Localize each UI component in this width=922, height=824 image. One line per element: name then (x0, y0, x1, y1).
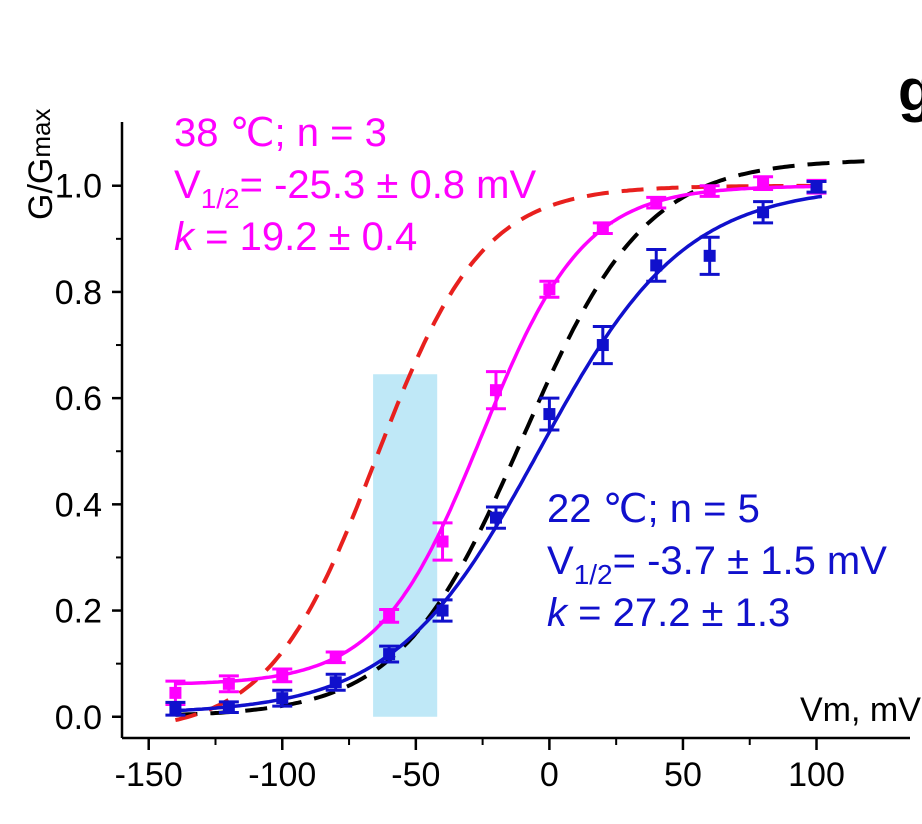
data-point (325, 672, 346, 692)
y-tick-label: 1.0 (55, 168, 102, 206)
data-point (806, 179, 827, 194)
y-tick-label: 0.4 (55, 486, 102, 524)
data-marker (276, 692, 289, 705)
data-marker (329, 651, 342, 664)
data-marker (650, 259, 663, 272)
dashed-curve-1 (174, 183, 822, 723)
data-point (699, 235, 720, 276)
annotation-22c-vhalf-value: = -3.7 ± 1.5 mV (613, 539, 888, 583)
data-point (485, 370, 506, 411)
annotation-38c-k-value: = 19.2 ± 0.4 (194, 215, 417, 259)
x-tick-label: 100 (788, 756, 845, 794)
data-marker (757, 177, 770, 190)
x-tick-label: -150 (115, 756, 183, 794)
data-marker (703, 249, 716, 262)
data-point (753, 200, 774, 225)
data-point (432, 521, 453, 562)
data-marker (596, 222, 609, 235)
data-marker (543, 408, 556, 421)
data-marker (329, 676, 342, 689)
y-tick-label: 0.2 (55, 593, 102, 631)
data-point (432, 598, 453, 623)
annotation-22c-vhalf-main: V (547, 539, 574, 583)
data-marker (650, 196, 663, 209)
data-marker (383, 609, 396, 622)
annotation-38c-line3: k = 19.2 ± 0.4 (174, 215, 417, 259)
data-point (592, 324, 613, 366)
y-axis-title: G/Gmax (22, 109, 60, 220)
data-marker (222, 701, 235, 714)
data-point (539, 279, 560, 299)
annotation-22c-k-symbol: k (547, 591, 569, 635)
data-marker (169, 702, 182, 715)
annotation-38c-line1: 38 ℃; n = 3 (174, 111, 387, 155)
annotation-38c-k-symbol: k (174, 215, 196, 259)
annotation-22c-line2: V1/2= -3.7 ± 1.5 mV (547, 539, 887, 590)
annotation-38c: 38 ℃; n = 3 V1/2= -25.3 ± 0.8 mV k = 19.… (174, 111, 536, 259)
data-marker (703, 185, 716, 198)
y-tick-label: 0.6 (55, 380, 102, 418)
data-marker (436, 535, 449, 548)
annotation-38c-vhalf-main: V (174, 163, 201, 207)
annotation-22c-vhalf-sub: 1/2 (574, 559, 613, 590)
data-point (485, 505, 506, 530)
annotation-38c-vhalf-value: = -25.3 ± 0.8 mV (240, 163, 537, 207)
data-marker (596, 339, 609, 352)
data-point (592, 221, 613, 236)
annotation-22c-line1: 22 ℃; n = 5 (547, 487, 760, 531)
data-point (379, 607, 400, 624)
data-marker (169, 686, 182, 699)
axes: -150 -100 -50 0 50 100 0.0 0.2 0.4 0.6 0.8 1.0 (55, 122, 910, 794)
data-point (218, 700, 239, 715)
x-tick-label: -100 (248, 756, 316, 794)
panel-label: g (898, 58, 922, 123)
data-point (325, 650, 346, 665)
annotation-22c-line3: k = 27.2 ± 1.3 (547, 591, 790, 635)
data-point (753, 175, 774, 191)
data-marker (757, 206, 770, 219)
data-point (699, 184, 720, 198)
annotation-38c-vhalf-sub: 1/2 (201, 183, 240, 214)
reference-curves (174, 159, 870, 723)
y-tick-label: 0.0 (55, 699, 102, 737)
data-point (218, 674, 239, 694)
data-marker (383, 648, 396, 661)
data-marker (276, 669, 289, 682)
data-marker (810, 180, 823, 193)
annotation-22c: 22 ℃; n = 5 V1/2= -3.7 ± 1.5 mV k = 27.2… (547, 487, 887, 635)
dashed-curve-0 (175, 159, 870, 717)
data-point (646, 195, 667, 210)
x-tick-label: 0 (540, 756, 559, 794)
data-point (272, 688, 293, 708)
annotation-38c-line2: V1/2= -25.3 ± 0.8 mV (174, 163, 536, 214)
x-axis-title: Vm, mV (800, 691, 921, 729)
y-axis-title-main: G/G (22, 158, 60, 220)
data-point (646, 247, 667, 283)
data-point (165, 700, 186, 717)
y-tick-label: 0.8 (55, 274, 102, 312)
data-marker (489, 511, 502, 524)
data-point (379, 644, 400, 664)
data-marker (436, 604, 449, 617)
data-marker (543, 283, 556, 296)
annotation-22c-k-value: = 27.2 ± 1.3 (567, 591, 790, 635)
data-points (165, 175, 827, 717)
x-tick-label: 50 (664, 756, 702, 794)
data-marker (222, 677, 235, 690)
data-point (272, 667, 293, 684)
data-marker (489, 384, 502, 397)
y-axis-title-sub: max (26, 109, 56, 158)
x-tick-label: -50 (391, 756, 440, 794)
data-point (539, 396, 560, 432)
